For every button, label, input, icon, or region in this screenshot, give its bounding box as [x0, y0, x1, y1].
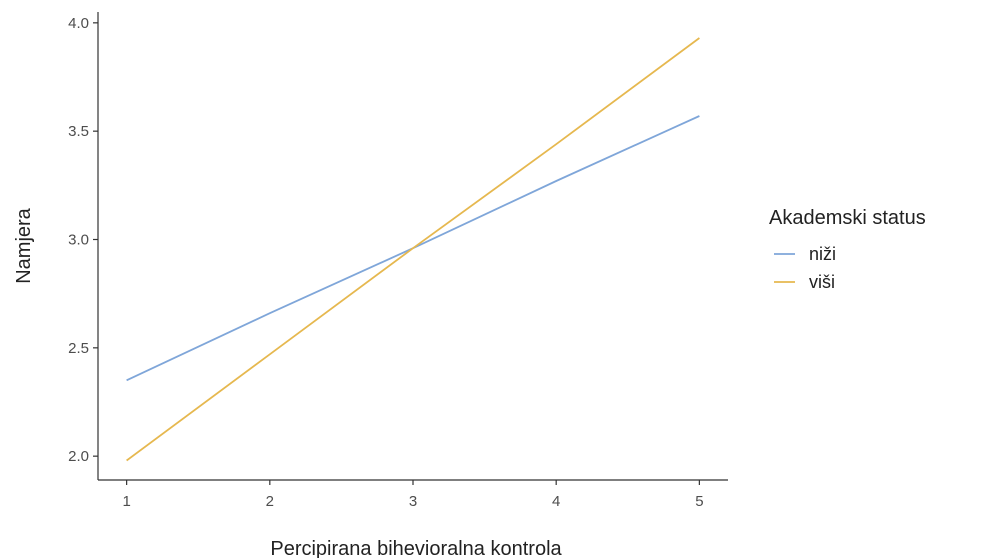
legend-label-viši: viši [809, 272, 835, 292]
x-tick-label: 3 [409, 493, 417, 510]
legend-label-niži: niži [809, 244, 836, 264]
y-tick-label: 2.0 [68, 448, 89, 465]
x-axis-title: Percipirana bihevioralna kontrola [270, 538, 562, 558]
y-tick-label: 3.0 [68, 232, 89, 249]
series-line-viši [126, 37, 700, 462]
y-tick-label: 4.0 [68, 15, 89, 32]
y-tick-label: 2.5 [68, 340, 89, 357]
x-tick-label: 4 [552, 493, 560, 510]
x-ticks: 1 2 3 4 5 [122, 480, 704, 510]
legend-title: Akademski status [769, 207, 926, 229]
legend-items: niži viši [774, 244, 836, 292]
y-tick-label: 3.5 [68, 123, 89, 140]
x-tick-label: 2 [266, 493, 274, 510]
y-ticks: 2.0 2.5 3.0 3.5 4.0 [68, 15, 98, 465]
x-tick-label: 5 [695, 493, 703, 510]
y-axis-title: Namjera [13, 207, 35, 283]
x-tick-label: 1 [122, 493, 130, 510]
series-layer [126, 37, 700, 462]
legend: Akademski status niži viši [769, 207, 926, 292]
